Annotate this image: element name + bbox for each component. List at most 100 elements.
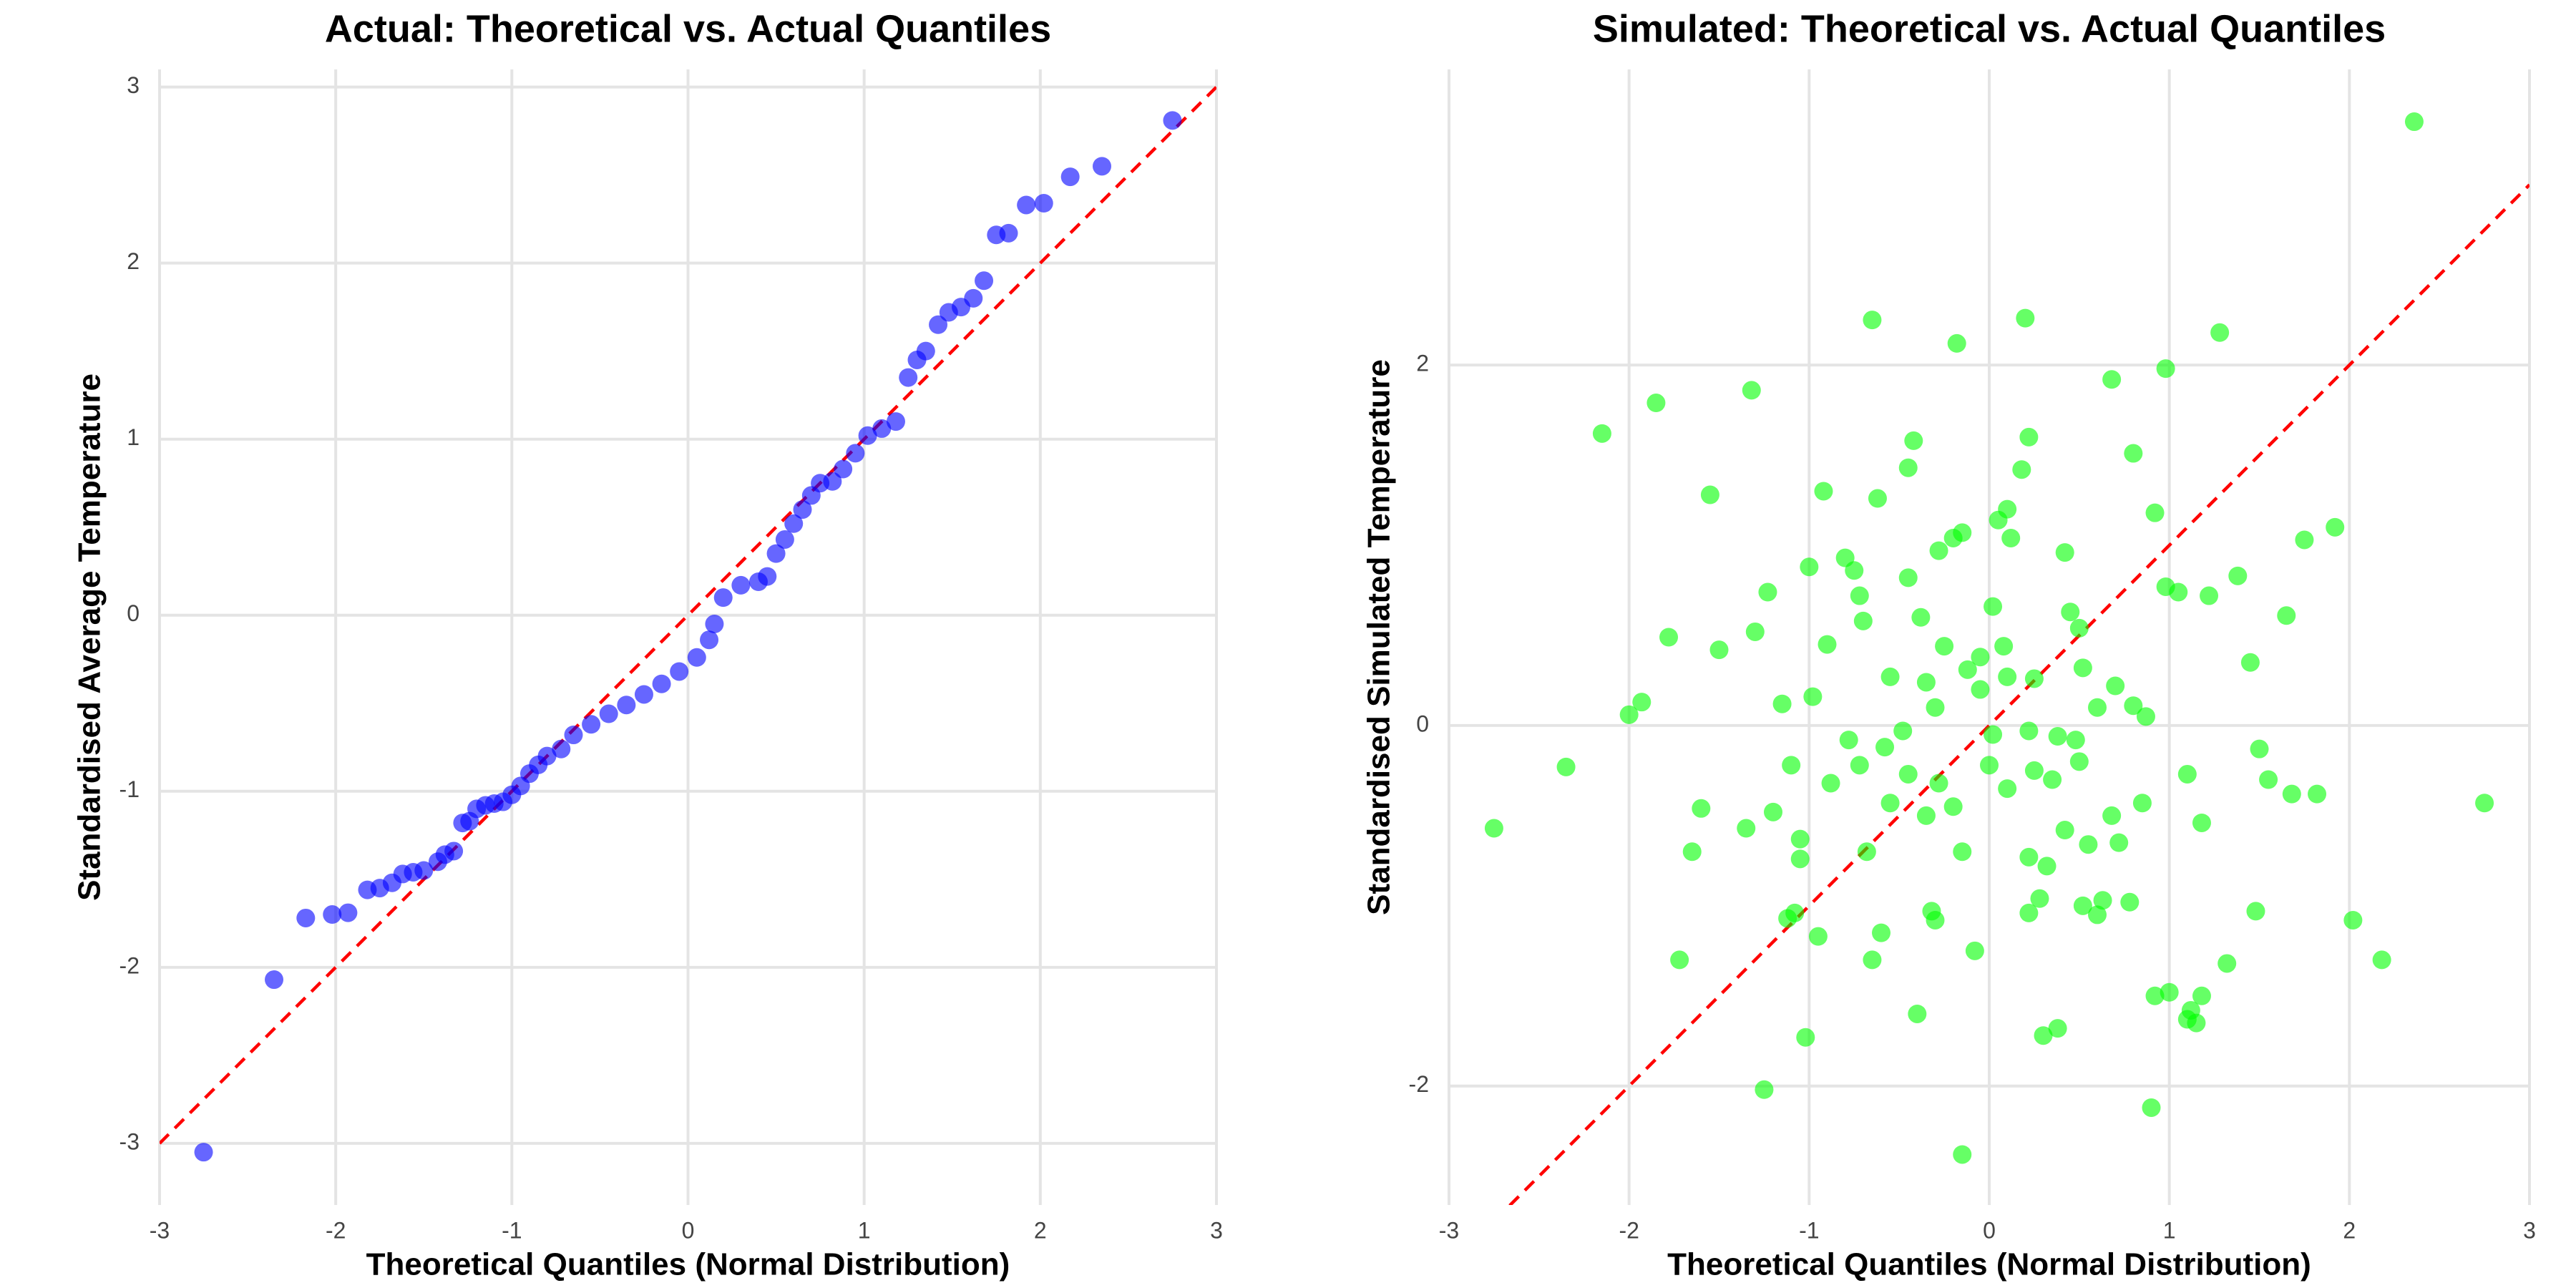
point (2001, 528, 2021, 547)
point (1659, 628, 1679, 647)
point (1772, 694, 1792, 713)
point (1745, 622, 1765, 641)
y-tick-label: -2 (1409, 1071, 1429, 1097)
point (1556, 757, 1576, 776)
point (1646, 394, 1666, 413)
point (2326, 517, 2345, 537)
point (2124, 444, 2143, 463)
point (713, 588, 733, 608)
point (2250, 739, 2269, 758)
point (1989, 510, 2008, 530)
point (2132, 794, 2152, 813)
point (1971, 648, 1990, 667)
point (1060, 167, 1080, 187)
point (1619, 705, 1639, 724)
point (1818, 635, 1837, 654)
point (1998, 667, 2017, 686)
x-tick-label: 2 (1034, 1217, 1047, 1243)
point (1958, 660, 1977, 679)
point (323, 905, 342, 924)
point (2259, 770, 2278, 789)
point (265, 970, 284, 990)
point (2073, 658, 2092, 678)
point (564, 726, 583, 745)
point (617, 696, 636, 715)
point (2034, 1026, 2053, 1045)
point (2037, 857, 2057, 876)
point (2308, 784, 2327, 804)
point (1898, 568, 1918, 587)
y-tick-label: -1 (119, 776, 140, 802)
point (1875, 738, 1895, 757)
point (1017, 195, 1036, 215)
y-tick-label: 0 (127, 600, 140, 626)
point (194, 1143, 213, 1162)
x-tick-label: -1 (1799, 1217, 1819, 1243)
point (1632, 693, 1652, 712)
point (2079, 835, 2098, 854)
point (1790, 829, 1810, 849)
point (1998, 779, 2017, 799)
point (964, 288, 983, 308)
point (1034, 193, 1053, 213)
point (975, 271, 994, 291)
point (1953, 1145, 1972, 1164)
point (1911, 608, 1931, 627)
point (2343, 910, 2363, 930)
point (2055, 821, 2074, 840)
point (1953, 842, 1972, 862)
point (2088, 905, 2107, 924)
point (2030, 889, 2049, 908)
point (296, 908, 316, 927)
point (2024, 669, 2044, 688)
point (1092, 157, 1111, 176)
y-tick-label: 2 (1416, 351, 1429, 376)
point (886, 412, 905, 431)
y-tick-label: 3 (127, 72, 140, 98)
point (1692, 799, 1711, 818)
point (2073, 896, 2092, 915)
point (766, 544, 786, 563)
chart-title: Actual: Theoretical vs. Actual Quantiles (325, 7, 1051, 50)
point (2136, 707, 2155, 726)
x-axis-title: Theoretical Quantiles (Normal Distributi… (1667, 1247, 2311, 1282)
point (2019, 427, 2039, 447)
x-tick-label: -1 (502, 1217, 522, 1243)
y-axis-title: Standardised Simulated Temperature (1362, 359, 1397, 915)
x-tick-label: 2 (2343, 1217, 2356, 1243)
point (1737, 819, 1756, 838)
point (444, 841, 464, 861)
point (1947, 333, 1966, 353)
point (652, 674, 671, 693)
point (916, 341, 935, 361)
point (1709, 640, 1729, 660)
point (1908, 1004, 1927, 1023)
point (846, 444, 865, 463)
point (2404, 112, 2424, 132)
point (2061, 602, 2080, 622)
y-tick-label: -2 (119, 952, 140, 978)
point (2192, 813, 2211, 832)
point (1796, 1028, 1815, 1047)
point (1814, 482, 1833, 501)
point (1904, 431, 1923, 450)
plot-area (1484, 112, 2529, 1205)
point (858, 426, 877, 445)
point (1935, 637, 1954, 656)
point (1943, 797, 1963, 816)
point (1980, 756, 1999, 775)
point (1994, 637, 2014, 656)
point (999, 223, 1018, 243)
point (1853, 611, 1873, 630)
point (1965, 941, 1984, 960)
point (1808, 927, 1828, 946)
point (1764, 802, 1782, 821)
point (1484, 819, 1503, 838)
point (784, 514, 804, 533)
point (1898, 764, 1918, 784)
point (1984, 597, 2003, 616)
point (929, 315, 948, 334)
point (1880, 794, 1900, 813)
